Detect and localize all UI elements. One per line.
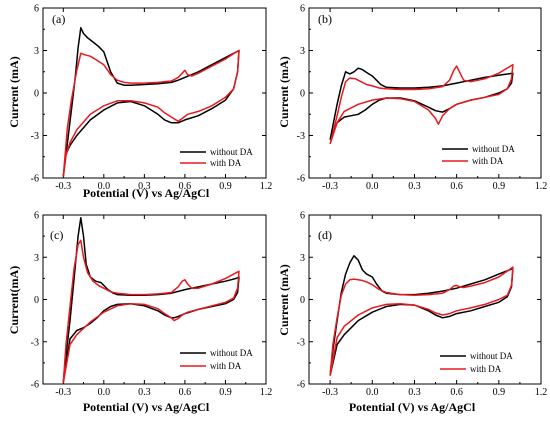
- panel-b-xtick-label: 0.3: [408, 181, 421, 192]
- panel-c-ytick-label: 6: [34, 211, 39, 222]
- panel-c-legend-without-da: without DA: [210, 348, 253, 358]
- panel-a-ytick-label: 0: [34, 89, 39, 100]
- panel-a-ytick-label: 6: [34, 4, 39, 15]
- panel-b-label: (b): [318, 12, 332, 26]
- panel-a-xtick-label: 0.6: [179, 181, 192, 192]
- panel-d-xlabel: Potential (V) vs Ag/AgCl: [349, 400, 476, 414]
- panel-c-xlabel: Potential (V) vs Ag/AgCl: [83, 400, 210, 414]
- panel-a-series-without-da: [62, 27, 240, 177]
- panel-b-series-without-da: [329, 67, 514, 141]
- panel-b-legend-without-da: without DA: [472, 144, 515, 154]
- panel-a-label: (a): [52, 12, 65, 26]
- panel-a-ytick-label: -6: [31, 174, 39, 185]
- panel-a-ytick-label: -3: [31, 131, 39, 142]
- panel-c-plot: -0.3 0.0 0.3 0.6 0.9 1.2 -6 -3 0 3 6: [31, 211, 273, 399]
- panel-a-xtick-label: 0.0: [98, 181, 111, 192]
- panel-c: Current(mA) Potential (V) vs Ag/AgCl (c)…: [7, 211, 272, 415]
- panel-d-plot: -0.3 0.0 0.3 0.6 0.9 1.2 -6 -3 0 3 6: [297, 211, 548, 399]
- panel-c-xtick-label: -0.3: [55, 387, 71, 398]
- panel-d-ylabel: Current (mA): [277, 264, 291, 335]
- panel-a-plot: -0.3 0.0 0.3 0.6 0.9 1.2 -6 -3 0 3 6: [31, 4, 273, 193]
- panel-a: Current (mA) Potential (V) vs Ag/AgCl (a…: [7, 4, 272, 201]
- panel-d-xtick-label: -0.3: [322, 387, 338, 398]
- panel-d-xtick-label: 0.3: [408, 387, 421, 398]
- panel-c-legend: without DA with DA: [180, 348, 253, 371]
- panel-c-label: (c): [50, 228, 63, 242]
- panel-d-label: (d): [318, 228, 332, 242]
- panel-c-xtick-label: 0.6: [179, 387, 192, 398]
- panel-d-xtick-label: 0.9: [493, 387, 506, 398]
- panel-c-xtick-label: 0.0: [98, 387, 111, 398]
- panel-a-xtick-label: 0.3: [138, 181, 151, 192]
- panel-c-xtick-label: 0.9: [219, 387, 232, 398]
- panel-c-ytick-label: 0: [34, 295, 39, 306]
- panel-d-ytick-label: 3: [300, 253, 305, 264]
- panel-a-legend-without-da: without DA: [210, 147, 253, 157]
- panel-d-legend-without-da: without DA: [470, 351, 513, 361]
- panel-c-ytick-label: -3: [31, 337, 39, 348]
- panel-c-ytick-label: -6: [31, 380, 39, 391]
- panel-d-ytick-label: 6: [300, 211, 305, 222]
- panel-b-ytick-label: 0: [300, 89, 305, 100]
- panel-b-xtick-label: 0.9: [493, 181, 506, 192]
- panel-d-xtick-label: 1.2: [535, 387, 548, 398]
- panel-a-xlabel: Potential (V) vs Ag/AgCl: [83, 186, 210, 200]
- panel-c-series-with-da: [62, 239, 240, 383]
- panel-d: Current (mA) Potential (V) vs Ag/AgCl (d…: [277, 211, 547, 415]
- panel-b-ytick-label: -3: [297, 131, 305, 142]
- panel-b-xtick-label: 1.2: [535, 181, 548, 192]
- panel-c-xtick-label: 1.2: [260, 387, 273, 398]
- panel-a-xtick-label: 0.9: [219, 181, 232, 192]
- panel-c-ytick-label: 3: [34, 253, 39, 264]
- panel-a-ylabel: Current (mA): [7, 56, 21, 127]
- panel-c-legend-with-da: with DA: [210, 361, 242, 371]
- panel-b-ytick-label: 3: [300, 46, 305, 57]
- panel-a-xtick-label: -0.3: [55, 181, 71, 192]
- panel-d-legend-with-da: with DA: [470, 364, 502, 374]
- panel-c-series-without-da: [62, 217, 240, 383]
- panel-c-xtick-label: 0.3: [138, 387, 151, 398]
- panel-b-xtick-label: -0.3: [322, 181, 338, 192]
- panel-d-ytick-label: -3: [297, 337, 305, 348]
- panel-d-ytick-label: -6: [297, 380, 305, 391]
- panel-a-series-with-da: [62, 49, 240, 177]
- panel-d-series-without-da: [329, 255, 514, 376]
- panel-c-ylabel: Current(mA): [7, 266, 21, 334]
- panel-d-xtick-label: 0.6: [450, 387, 463, 398]
- panel-b-legend: without DA with DA: [442, 144, 515, 166]
- panel-d-ytick-label: 0: [300, 295, 305, 306]
- panel-b-ytick-label: -6: [297, 174, 305, 185]
- panel-a-legend-with-da: with DA: [210, 158, 242, 168]
- panel-b: Current (mA) (b) -0.3 0.0 0.3 0.6 0.9 1.2 -6 -3…: [277, 4, 547, 193]
- panel-b-plot: -0.3 0.0 0.3 0.6 0.9 1.2 -6 -3 0 3 6: [297, 4, 548, 193]
- panel-d-legend: without DA with DA: [440, 351, 513, 374]
- panel-a-ytick-label: 3: [34, 46, 39, 57]
- panel-d-series-with-da: [329, 266, 514, 376]
- panel-a-xtick-label: 1.2: [260, 181, 273, 192]
- panel-b-series-with-da: [329, 63, 514, 145]
- panel-b-legend-with-da: with DA: [472, 156, 504, 166]
- panel-a-legend: without DA with DA: [180, 147, 253, 168]
- panel-b-xtick-label: 0.0: [366, 181, 379, 192]
- panel-b-ylabel: Current (mA): [277, 56, 291, 127]
- panel-b-ytick-label: 6: [300, 4, 305, 15]
- panel-d-xtick-label: 0.0: [366, 387, 379, 398]
- panel-b-xtick-label: 0.6: [450, 181, 463, 192]
